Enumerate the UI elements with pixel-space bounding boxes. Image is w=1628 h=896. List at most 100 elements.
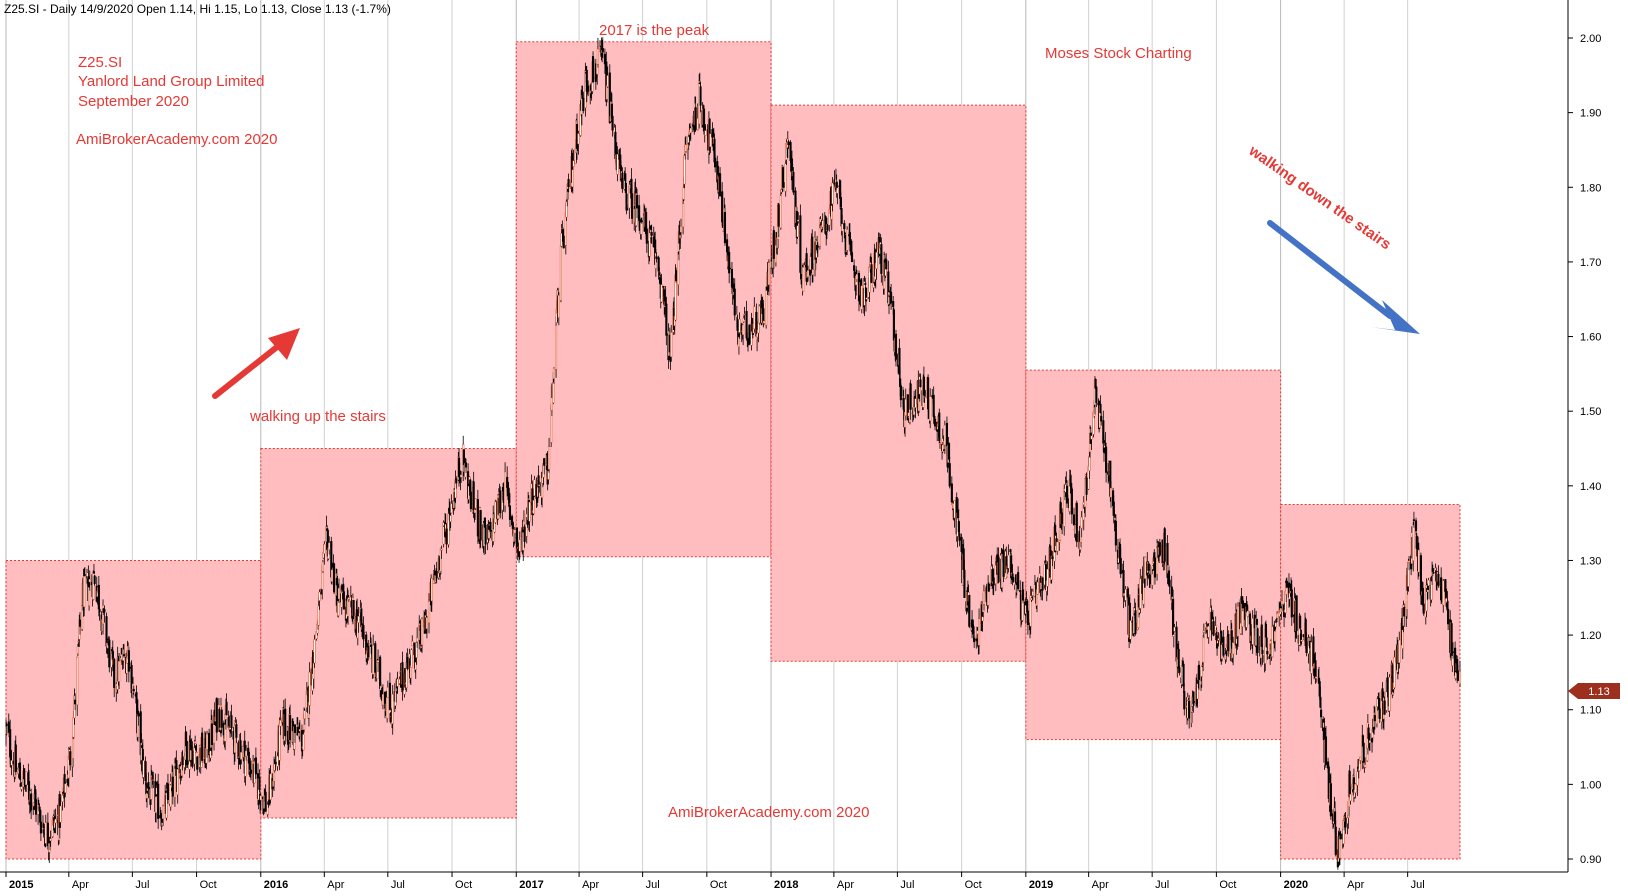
- candle: [93, 574, 96, 586]
- site-label-bottom: AmiBrokerAcademy.com 2020: [668, 804, 869, 821]
- candle-body: [425, 617, 428, 630]
- candle: [738, 312, 741, 339]
- candle-body: [1274, 622, 1277, 627]
- candle-body: [723, 212, 727, 244]
- candle: [992, 568, 995, 596]
- candle: [193, 740, 196, 772]
- candle: [1088, 448, 1091, 479]
- candle-body: [787, 141, 790, 145]
- candle: [1119, 547, 1122, 579]
- candle: [924, 389, 927, 398]
- candle-body: [898, 347, 901, 375]
- candle-body: [42, 824, 45, 828]
- candle-body: [1260, 624, 1263, 647]
- candle: [645, 226, 648, 253]
- candle: [209, 745, 212, 762]
- candle-body: [1412, 519, 1415, 522]
- candle: [313, 634, 316, 668]
- candle-body: [850, 252, 854, 263]
- candle: [909, 379, 912, 420]
- candle-body: [853, 265, 856, 271]
- candle-body: [683, 155, 686, 185]
- candle: [528, 501, 531, 532]
- candle: [1388, 674, 1391, 717]
- candle-body: [1454, 672, 1457, 679]
- candle: [997, 547, 1000, 584]
- candle: [1095, 385, 1098, 408]
- candle-body: [523, 526, 526, 542]
- x-tick-label: 2016: [264, 879, 288, 891]
- candle-body: [872, 283, 875, 288]
- candle-body: [532, 500, 535, 514]
- candle: [240, 745, 243, 765]
- candle-body: [284, 708, 287, 737]
- candle-body: [1200, 666, 1203, 677]
- candle-body: [1163, 528, 1166, 562]
- candle: [582, 92, 585, 114]
- candle-body: [716, 161, 719, 183]
- candle: [1017, 566, 1020, 591]
- site-label-top: AmiBrokerAcademy.com 2020: [76, 131, 277, 148]
- candle-body: [34, 799, 38, 815]
- candle: [1327, 763, 1330, 803]
- candle-body: [1437, 573, 1440, 586]
- candle-body: [291, 721, 294, 732]
- x-tick-label: 2020: [1284, 879, 1308, 891]
- candle-body: [1063, 488, 1066, 527]
- candle-body: [1327, 766, 1330, 799]
- candle-body: [83, 574, 86, 576]
- candle: [805, 247, 808, 286]
- x-tick-label: Apr: [582, 879, 599, 891]
- candle: [1046, 561, 1049, 596]
- candle-body: [1139, 578, 1142, 609]
- candle-body: [14, 744, 17, 773]
- candle-body: [1422, 603, 1425, 614]
- candle: [797, 212, 800, 224]
- candle: [1134, 602, 1137, 636]
- candle-body: [719, 173, 722, 197]
- candle-body: [640, 220, 643, 222]
- candle: [875, 242, 878, 280]
- candle-body: [816, 245, 819, 248]
- candle-body: [39, 821, 42, 834]
- candle-body: [513, 529, 516, 534]
- candle: [1063, 484, 1066, 536]
- candle-body: [1334, 826, 1337, 855]
- candle: [215, 697, 218, 741]
- candle-body: [758, 305, 761, 324]
- x-tick-label: Oct: [200, 879, 217, 891]
- candle: [103, 605, 106, 623]
- candle-body: [130, 665, 133, 694]
- candle-body: [1447, 608, 1450, 625]
- candle-body: [779, 195, 782, 229]
- candle: [144, 756, 147, 786]
- candle-body: [445, 528, 448, 545]
- candle: [464, 458, 468, 473]
- candle: [71, 736, 75, 768]
- candle-body: [449, 515, 452, 522]
- candle-body: [1305, 637, 1308, 653]
- candle-body: [865, 297, 868, 300]
- candle: [745, 300, 748, 341]
- candle: [391, 684, 394, 735]
- candle: [1090, 432, 1093, 451]
- candle-body: [1339, 833, 1342, 840]
- candle: [249, 760, 253, 781]
- candle: [235, 719, 238, 744]
- candle: [494, 499, 497, 524]
- candle: [1227, 630, 1230, 657]
- candle: [54, 808, 57, 834]
- candle-body: [1299, 616, 1302, 629]
- candle: [1178, 665, 1181, 676]
- candle: [98, 606, 101, 621]
- candle: [10, 750, 13, 776]
- candle: [1273, 623, 1277, 652]
- candle: [330, 565, 334, 585]
- candle-body: [1398, 639, 1401, 664]
- candle-body: [1354, 783, 1357, 794]
- candle: [1192, 692, 1196, 706]
- candle-body: [455, 478, 458, 484]
- candle-body: [679, 226, 683, 233]
- candle-body: [1012, 577, 1015, 582]
- candle: [1364, 757, 1367, 769]
